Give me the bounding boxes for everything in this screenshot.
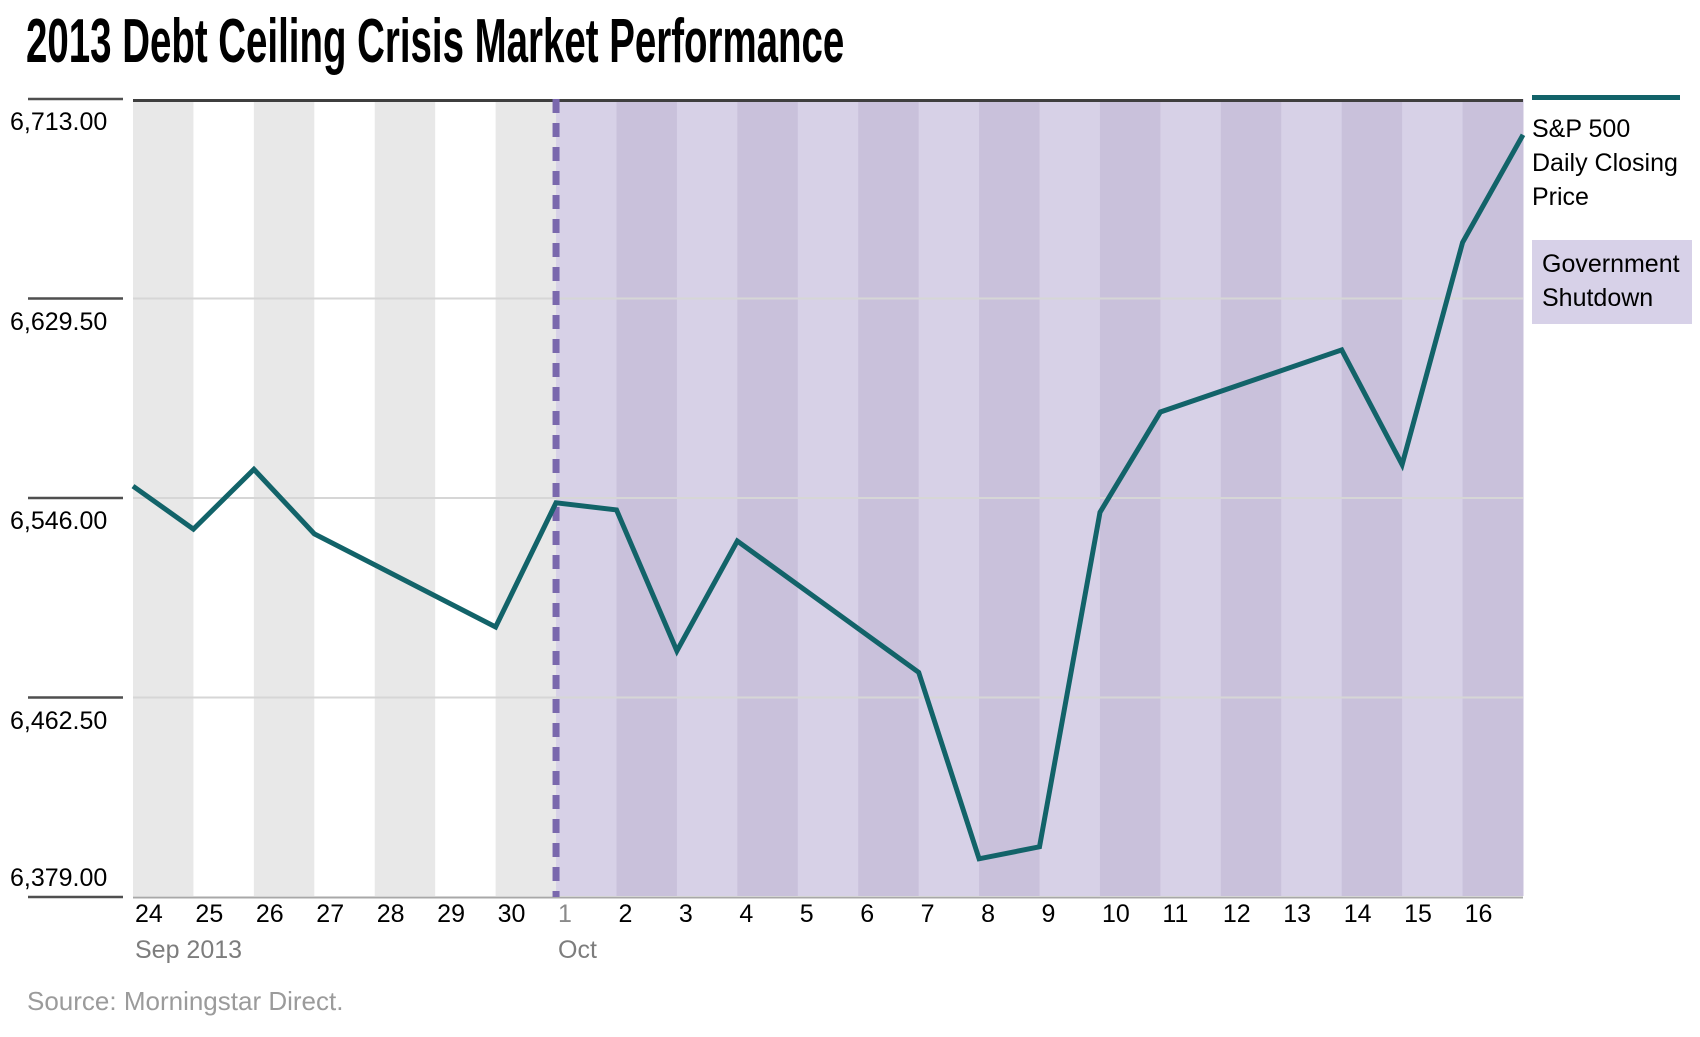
x-tick-label: 9 [1041, 900, 1056, 928]
x-tick-label: 3 [678, 900, 693, 928]
x-tick-label: 15 [1404, 900, 1432, 928]
y-tick-label: 6,462.50 [10, 706, 108, 735]
x-tick-label: 4 [739, 900, 754, 928]
legend-shutdown-swatch: Government Shutdown [1532, 240, 1692, 324]
y-tick-label: 6,713.00 [10, 108, 108, 136]
x-tick-label: 10 [1101, 900, 1130, 928]
x-tick-label: 12 [1222, 900, 1251, 928]
legend-shutdown-label: Government Shutdown [1542, 250, 1680, 312]
x-tick-label: 14 [1343, 900, 1372, 928]
x-tick-label: 8 [981, 900, 995, 928]
x-tick-label: 1 [558, 900, 572, 928]
x-tick-label: 26 [255, 900, 284, 928]
x-tick-label: 25 [195, 900, 224, 928]
x-tick-label: 6 [860, 900, 875, 928]
price-line [131, 133, 1526, 862]
y-tick-label: 6,629.50 [10, 307, 108, 336]
x-tick-label: 2 [618, 900, 633, 928]
legend-series-label: S&P 500 Daily Closing Price [1532, 115, 1678, 211]
legend: S&P 500 Daily Closing Price Government S… [1532, 95, 1700, 324]
x-tick-label: 7 [920, 900, 935, 928]
x-tick-label: 24 [135, 900, 163, 928]
x-tick-label: 5 [799, 900, 814, 928]
x-tick-label: 27 [316, 900, 345, 928]
x-tick-label: 28 [376, 900, 405, 928]
y-tick-label: 6,379.00 [10, 864, 108, 892]
chart-title: 2013 Debt Ceiling Crisis Market Performa… [26, 7, 845, 76]
x-month-label: Sep 2013 [135, 936, 243, 964]
x-tick-label: 29 [437, 900, 465, 928]
x-tick-label: 30 [497, 900, 526, 928]
source-note: Source: Morningstar Direct. [27, 986, 344, 1016]
x-month-label: Oct [558, 936, 597, 964]
series-line-swatch [1532, 95, 1680, 100]
x-tick-label: 13 [1283, 900, 1312, 928]
y-tick-label: 6,546.00 [10, 507, 108, 535]
x-tick-label: 16 [1464, 900, 1493, 928]
x-tick-label: 11 [1162, 900, 1189, 928]
